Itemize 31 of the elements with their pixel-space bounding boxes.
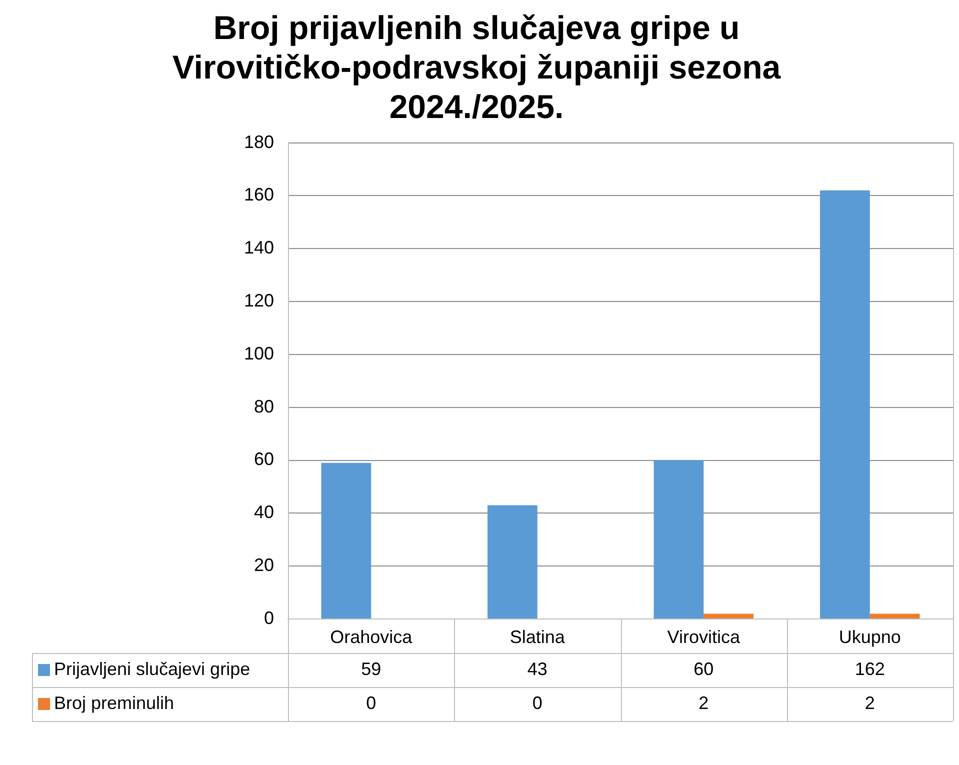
y-tick-label: 120 [244,290,274,310]
bar [488,505,538,618]
bar [654,460,704,618]
bar [704,614,754,618]
y-tick-label: 140 [244,238,274,258]
y-tick-label: 100 [244,343,274,364]
y-tick-label: 80 [254,396,274,416]
data-label: 60 [694,658,714,679]
data-label: 59 [361,658,382,679]
y-tick-label: 160 [244,184,274,205]
x-tick-label: Slatina [510,626,566,647]
legend-label: Broj preminulih [54,692,174,713]
data-label: 2 [698,692,709,713]
x-tick-label: Ukupno [838,626,901,647]
x-tick-label: Virovitica [667,626,741,647]
data-label: 0 [532,692,542,713]
y-tick-label: 40 [254,502,274,522]
bar [870,614,920,618]
y-tick-label: 0 [264,608,274,628]
data-label: 162 [854,658,885,679]
y-tick-label: 20 [254,555,274,576]
data-label: 43 [527,658,548,679]
data-label: 2 [864,692,875,713]
x-tick-label: Orahovica [330,626,414,647]
chart-title: Broj prijavljenih slučajeva gripe u Virovitičko-podravskoj županiji sezona 2024./2025. [172,8,782,126]
bar [820,190,870,618]
data-label: 0 [366,692,376,713]
legend-label: Prijavljeni slučajevi gripe [54,658,250,679]
bar [321,462,372,618]
y-tick-label: 180 [244,132,274,152]
y-tick-label: 60 [254,449,274,470]
